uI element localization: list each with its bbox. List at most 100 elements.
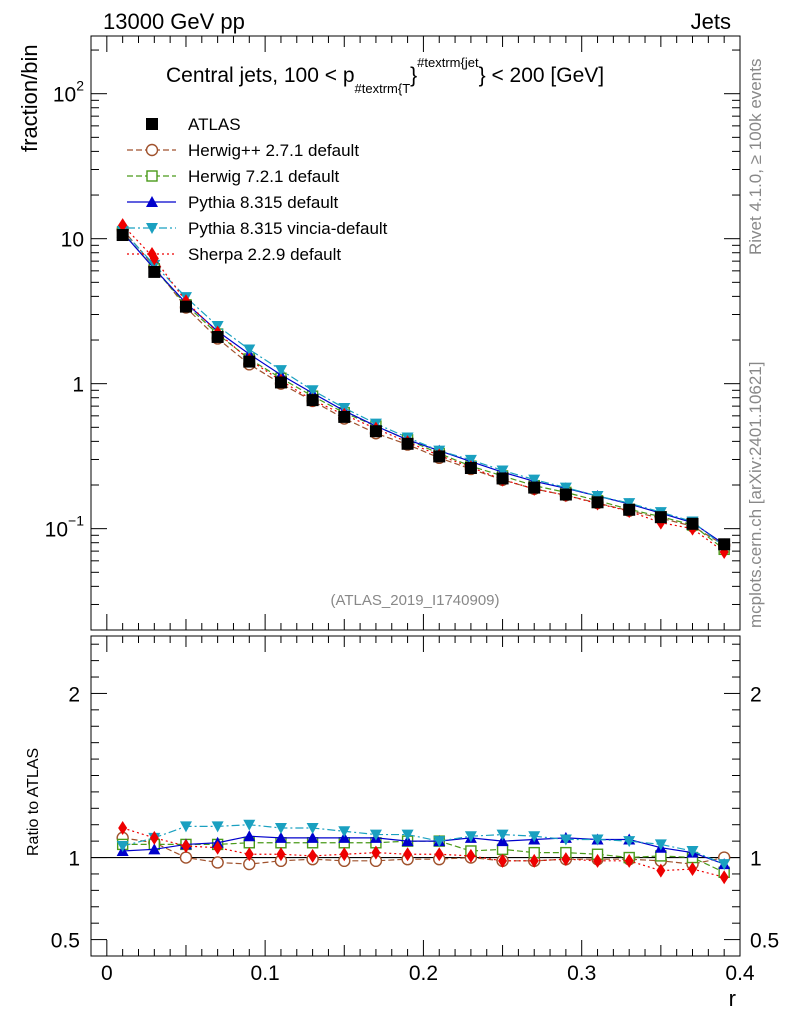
ratio-point-sherpa [244, 847, 254, 862]
data-point-vincia [274, 365, 287, 377]
data-point-atlas [243, 355, 256, 368]
ratio-point-herwigpp [179, 851, 193, 864]
ratio-line-pythia [122, 835, 725, 865]
ratio-y-tick-label-left: 1 [68, 848, 80, 871]
y-tick-label-exp: 2 [76, 78, 84, 94]
ratio-point-pythia [274, 831, 287, 843]
ratio-point-vincia [211, 821, 224, 833]
plot-title-sup: #textrm{jet [417, 55, 479, 70]
series-herwigpp [116, 223, 731, 552]
plot-title: Central jets, 100 < p#textrm{T}#textrm{j… [166, 55, 604, 96]
y-tick-label: 102 [53, 78, 84, 107]
ratio-point-vincia [369, 829, 382, 841]
ratio-point-sherpa [339, 847, 349, 862]
legend-label-herwigpp: Herwig++ 2.7.1 default [188, 141, 359, 160]
analysis-watermark: (ATLAS_2019_I1740909) [330, 592, 499, 609]
x-tick-label: 0 [101, 962, 113, 985]
legend-item-vincia: Pythia 8.315 vincia-default [127, 219, 388, 238]
ratio-point-sherpa [561, 852, 571, 867]
legend-label-pythia: Pythia 8.315 default [188, 193, 339, 212]
ratio-point-vincia [338, 826, 351, 838]
series-atlas [116, 229, 731, 551]
x-tick-label: 0.4 [725, 962, 755, 985]
legend-item-sherpa: Sherpa 2.2.9 default [127, 245, 341, 264]
main-series-layer [116, 218, 731, 560]
data-point-atlas [528, 481, 541, 494]
rivet-label: Rivet 4.1.0, ≥ 100k events [746, 59, 765, 255]
mcplots-label: mcplots.cern.ch [arXiv:2401.10621] [746, 362, 765, 628]
ratio-point-vincia [464, 831, 477, 843]
ratio-point-pythia [496, 835, 509, 847]
series-pythia [116, 226, 731, 550]
ratio-point-sherpa [498, 853, 508, 868]
y-tick-label: 1 [72, 374, 84, 397]
ratio-y-tick-label-left: 2 [68, 683, 80, 706]
legend-marker-herwigpp [145, 143, 159, 157]
ratio-point-vincia [591, 834, 604, 846]
legend-marker-sherpa [147, 247, 157, 261]
legend-marker-atlas [146, 118, 158, 130]
ratio-point-pythia [401, 835, 414, 847]
y-tick-label-base: 10 [53, 84, 76, 107]
ratio-point-vincia [654, 839, 667, 851]
ratio-point-sherpa [371, 845, 381, 860]
ratio-y-tick-label-left: 0.5 [51, 930, 80, 953]
ratio-point-vincia [433, 836, 446, 848]
ratio-point-vincia [306, 823, 319, 834]
data-point-atlas [433, 450, 446, 463]
data-point-atlas [718, 538, 731, 551]
ratio-point-sherpa [593, 853, 603, 868]
legend-item-atlas: ATLAS [146, 115, 241, 134]
ratio-point-sherpa [624, 853, 634, 868]
data-point-vincia [243, 344, 256, 356]
ratio-point-sherpa [529, 853, 539, 868]
data-point-atlas [306, 394, 319, 407]
ratio-point-pythia [148, 843, 161, 855]
data-point-sherpa [118, 218, 128, 233]
data-point-atlas [686, 517, 699, 530]
legend: ATLAS Herwig++ 2.7.1 default Herwig 7.2.1 … [127, 115, 388, 264]
data-point-atlas [338, 410, 351, 423]
data-point-atlas [401, 437, 414, 450]
series-vincia [116, 225, 731, 553]
series-sherpa [118, 218, 729, 560]
ratio-point-vincia [559, 834, 572, 846]
x-tick-label: 0.1 [251, 962, 280, 985]
legend-label-vincia: Pythia 8.315 vincia-default [188, 219, 388, 238]
y-tick-label-base: 10 [45, 519, 68, 542]
ratio-point-sherpa [181, 839, 191, 854]
legend-label-herwig7: Herwig 7.2.1 default [188, 167, 339, 186]
ratio-point-sherpa [656, 863, 666, 878]
series-line-herwig7 [122, 231, 725, 550]
legend-label-atlas: ATLAS [188, 115, 241, 134]
ratio-point-vincia [116, 841, 129, 853]
ratio-series-layer [116, 819, 731, 885]
plot-title-main: Central jets, 100 < p [166, 64, 355, 87]
ratio-point-sherpa [149, 830, 159, 845]
ratio-point-vincia [179, 821, 192, 833]
ratio-series-pythia [116, 830, 731, 870]
ratio-point-sherpa [434, 847, 444, 862]
ratio-point-vincia [528, 831, 541, 843]
ratio-line-vincia [122, 824, 725, 865]
data-point-atlas [211, 330, 224, 343]
ratio-line-sherpa [122, 827, 725, 878]
y-tick-label-base: 10 [61, 229, 84, 252]
ratio-y-tick-label-right: 0.5 [750, 930, 779, 953]
main-panel-frame [90, 35, 741, 631]
y-tick-label-base: 1 [72, 374, 84, 397]
legend-item-pythia: Pythia 8.315 default [127, 193, 339, 212]
legend-item-herwigpp: Herwig++ 2.7.1 default [127, 141, 359, 160]
ratio-panel-frame [90, 635, 741, 957]
data-point-atlas [179, 300, 192, 313]
y-tick-label: 10−1 [45, 513, 85, 542]
data-point-atlas [559, 488, 572, 501]
ratio-point-sherpa [466, 848, 476, 863]
ratio-y-tick-label-right: 2 [750, 683, 762, 706]
x-tick-label: 0.3 [567, 962, 596, 985]
ratio-point-vincia [686, 845, 699, 857]
ratio-point-vincia [401, 829, 414, 841]
plot-title-brace-sup: } [410, 64, 417, 87]
